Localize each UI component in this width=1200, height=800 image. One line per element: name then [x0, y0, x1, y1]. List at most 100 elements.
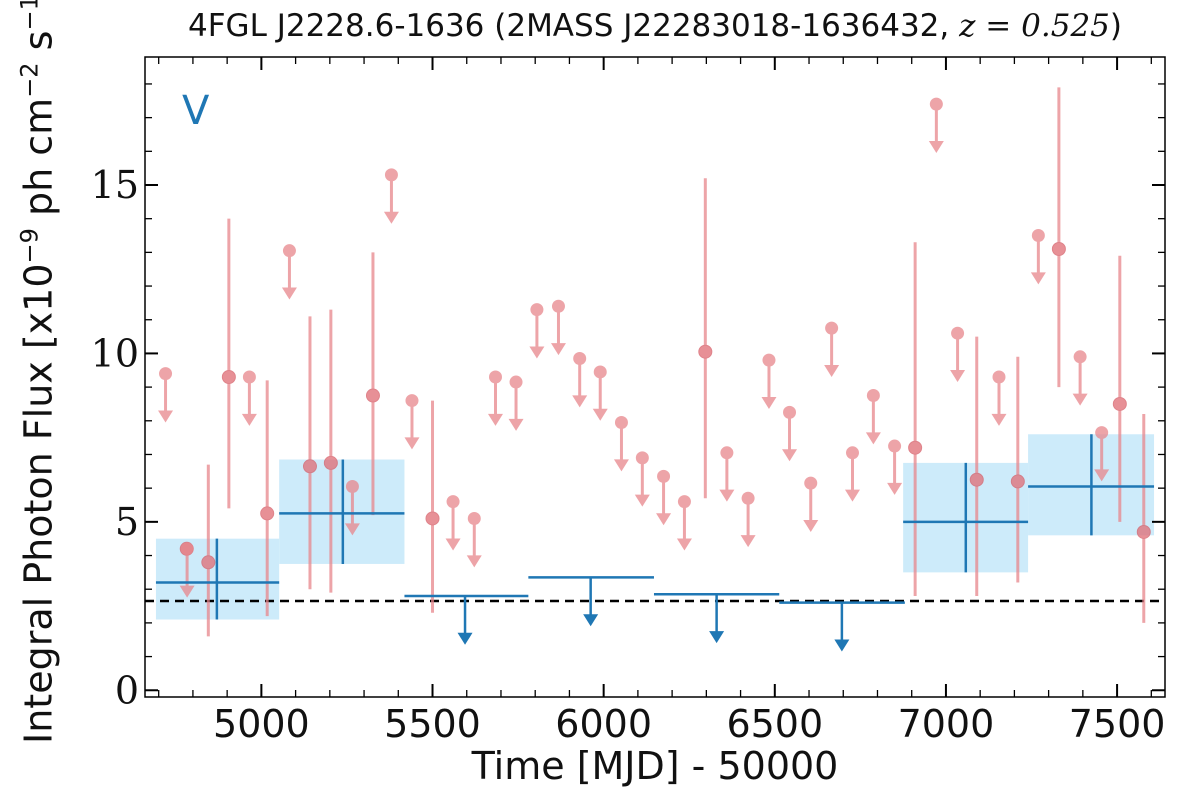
short-bin-ul-marker-14	[593, 365, 607, 379]
short-bin-point-7	[425, 511, 440, 526]
short-bin-upper-limit-9	[487, 370, 503, 426]
short-bin-ul-head-23	[803, 519, 819, 532]
short-bin-upper-limit-2	[241, 370, 257, 426]
panel-label: V	[182, 88, 210, 134]
short-bin-ul-marker-11	[530, 303, 544, 317]
x-tick-label: 5000	[213, 702, 310, 746]
short-bin-upper-limit-32	[1072, 350, 1088, 406]
long-bin-detection-3	[1028, 434, 1155, 536]
y-tick-label: 5	[115, 500, 139, 544]
short-bin-ul-marker-18	[677, 495, 691, 509]
short-bin-detection-4	[302, 316, 317, 590]
short-bin-point-9	[908, 440, 923, 455]
short-bin-upper-limit-8	[466, 511, 482, 568]
short-bin-upper-limit-7	[445, 495, 461, 551]
short-bin-upper-limit-3	[281, 244, 297, 300]
short-bin-ul-head-4	[344, 523, 360, 536]
short-bin-upper-limit-0	[158, 367, 174, 423]
short-bin-ul-marker-6	[405, 394, 419, 408]
short-bin-upper-limit-25	[844, 446, 860, 502]
short-bin-ul-marker-32	[1073, 350, 1087, 364]
short-bin-ul-marker-22	[783, 405, 797, 419]
short-bin-ul-head-29	[950, 370, 966, 383]
short-bin-point-6	[365, 388, 380, 403]
short-bin-ul-head-17	[656, 513, 672, 526]
short-bin-upper-limit-30	[991, 370, 1007, 426]
short-bin-ul-marker-27	[888, 439, 902, 453]
y-tick-label: 0	[115, 668, 139, 712]
x-tick-label: 7000	[898, 702, 995, 746]
short-bin-point-8	[698, 344, 713, 359]
short-bin-detection-10	[969, 336, 984, 596]
short-bin-ul-head-7	[445, 538, 461, 551]
short-bin-ul-marker-16	[635, 451, 649, 465]
short-bin-ul-marker-5	[384, 168, 398, 182]
short-bin-detection-11	[1010, 356, 1025, 583]
short-bin-ul-marker-2	[242, 370, 256, 384]
short-bin-upper-limit-11	[529, 303, 545, 359]
short-bin-upper-limit-31	[1030, 229, 1046, 285]
short-bin-upper-limit-6	[404, 394, 420, 450]
short-bin-ul-marker-0	[159, 367, 173, 381]
y-axis-label-exp3: −1	[15, 0, 44, 31]
short-bin-point-1	[201, 555, 216, 570]
y-axis-label: Integral Photon Flux [x10−9 ph cm−2 s−1]	[16, 0, 61, 744]
short-bin-upper-limit-29	[950, 326, 966, 383]
short-bin-upper-limit-12	[550, 299, 566, 356]
short-bin-ul-head-9	[487, 413, 503, 426]
short-bin-ul-head-12	[550, 343, 566, 356]
short-bin-upper-limit-26	[865, 389, 881, 445]
x-tick-label: 7500	[1069, 702, 1166, 746]
chart-title: 4FGL J2228.6-1636 (2MASS J22283018-16364…	[140, 8, 1170, 44]
short-bin-ul-marker-9	[488, 370, 502, 384]
short-bin-ul-marker-3	[282, 244, 296, 258]
short-bin-ul-head-10	[508, 418, 524, 431]
short-bin-upper-limit-20	[740, 491, 756, 548]
short-bin-point-10	[969, 472, 984, 487]
short-bin-ul-head-28	[928, 141, 944, 153]
short-bin-ul-marker-12	[551, 299, 565, 313]
short-bin-ul-head-32	[1072, 393, 1088, 406]
long-bin-ul-head-0	[457, 632, 473, 645]
short-bin-ul-marker-1	[180, 542, 194, 556]
short-bin-ul-marker-4	[345, 479, 359, 493]
chart-title-text: 4FGL J2228.6-1636 (2MASS J22283018-16364…	[188, 8, 960, 44]
short-bin-ul-marker-19	[720, 446, 734, 460]
short-bin-upper-limit-4	[344, 479, 360, 536]
short-bin-ul-head-33	[1094, 469, 1110, 482]
long-bin-upper-limit-3	[779, 601, 905, 652]
short-bin-ul-head-11	[529, 346, 545, 359]
short-bin-detection-7	[425, 400, 440, 613]
short-bin-point-12	[1051, 242, 1066, 256]
short-bin-ul-marker-29	[951, 326, 965, 340]
long-bin-ul-head-2	[709, 631, 725, 644]
y-axis-label-mid2: s	[16, 30, 61, 63]
short-bin-upper-limit-14	[592, 365, 608, 421]
short-bin-detection-6	[365, 252, 380, 516]
y-axis-label-exp2: −2	[15, 62, 44, 98]
short-bin-ul-head-24	[824, 365, 840, 377]
short-bin-ul-marker-17	[657, 469, 671, 483]
short-bin-ul-head-27	[887, 482, 903, 495]
short-bin-ul-marker-13	[573, 351, 587, 365]
long-bin-upper-limit-0	[404, 594, 529, 645]
short-bin-upper-limit-1	[179, 542, 195, 598]
short-bin-ul-head-30	[991, 413, 1007, 426]
short-bin-upper-limit-13	[572, 351, 588, 408]
short-bin-ul-head-14	[592, 408, 608, 421]
short-bin-ul-head-18	[676, 538, 692, 551]
short-bin-ul-head-15	[613, 459, 629, 472]
short-bin-ul-marker-10	[509, 375, 523, 389]
short-bin-ul-head-21	[761, 397, 777, 409]
plot-frame	[144, 56, 1166, 698]
short-bin-detection-13	[1112, 255, 1127, 522]
short-bin-upper-limit-18	[676, 495, 692, 551]
short-bin-point-13	[1112, 396, 1127, 411]
short-bin-ul-marker-15	[614, 415, 628, 429]
short-bin-detection-9	[908, 242, 923, 596]
short-bin-detection-2	[221, 218, 236, 509]
short-bin-detection-8	[698, 178, 713, 499]
long-bin-detection-1	[279, 459, 405, 564]
short-bin-upper-limit-21	[761, 353, 777, 409]
